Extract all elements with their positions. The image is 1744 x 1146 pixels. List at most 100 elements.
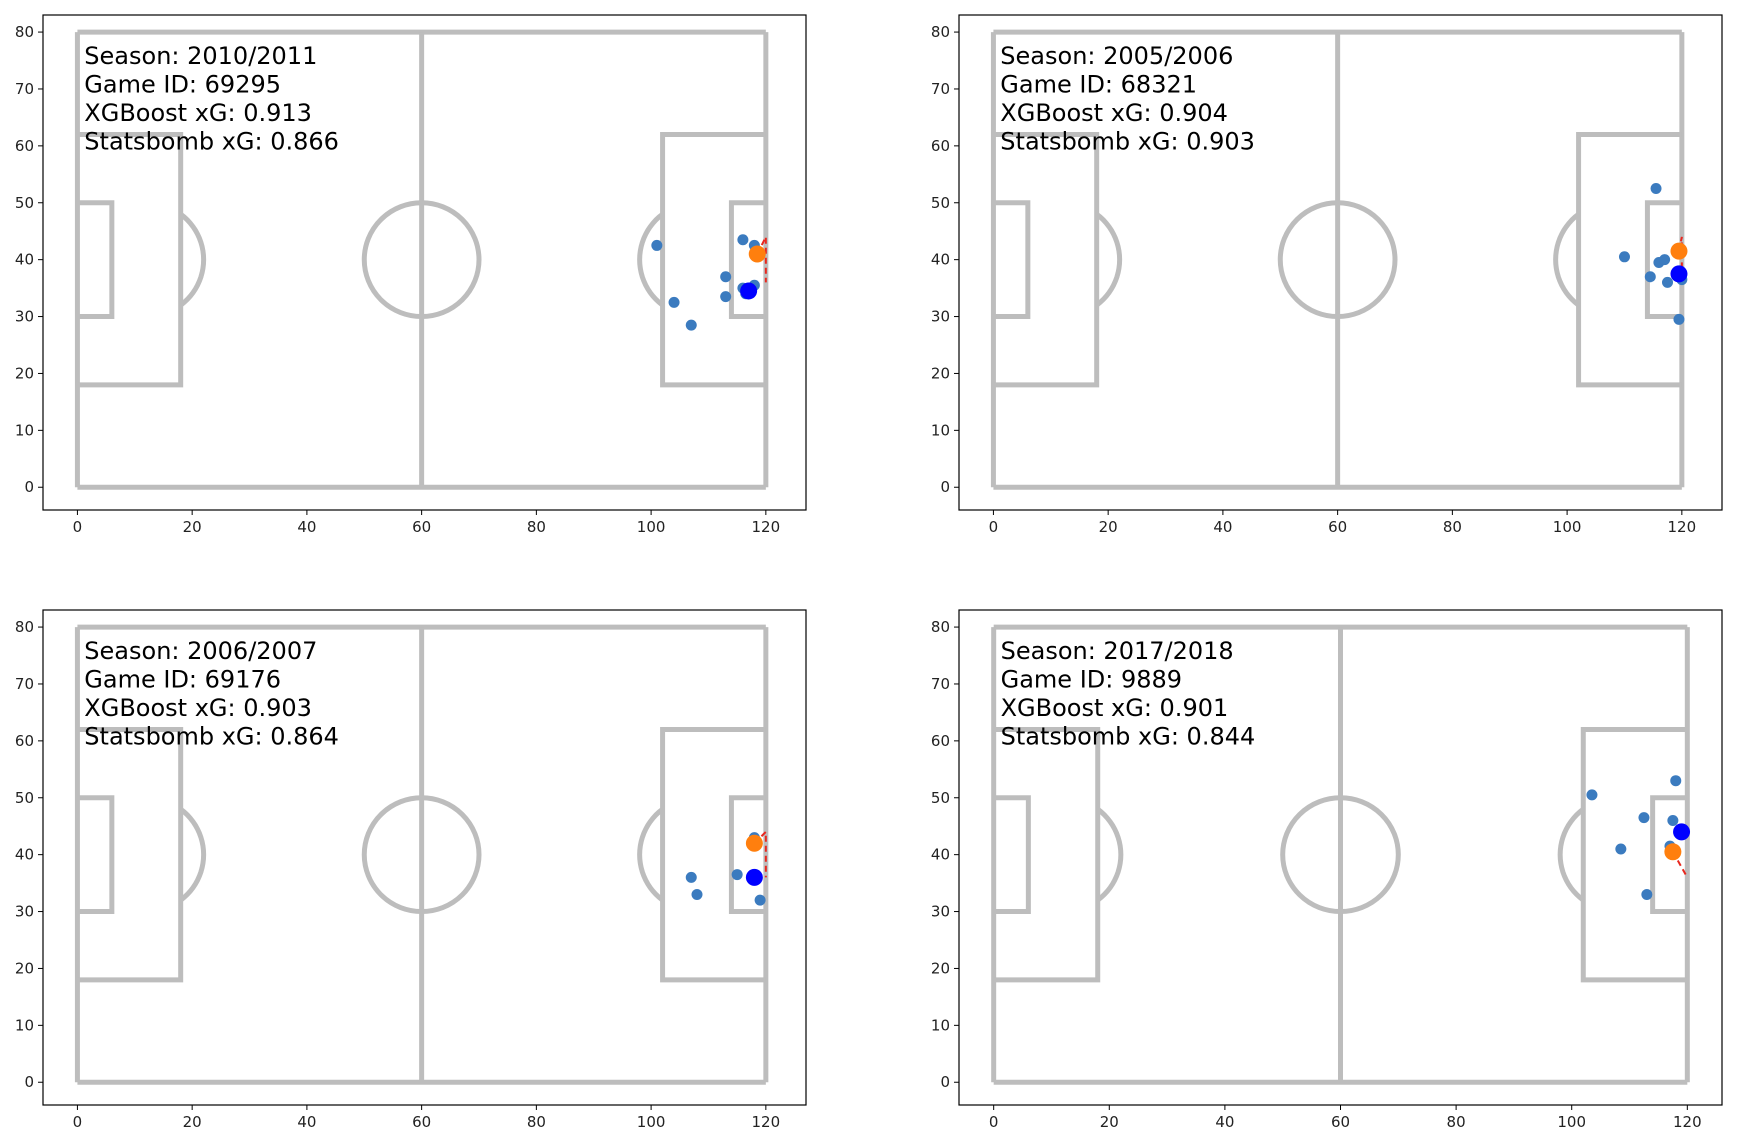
- penalty-arc-right: [1557, 807, 1585, 903]
- y-tick-label: 20: [931, 364, 950, 382]
- player-point: [731, 869, 743, 881]
- y-tick-label: 70: [15, 675, 34, 693]
- six-yard-box-right: [1644, 200, 1682, 320]
- penalty-box-right: [660, 726, 766, 983]
- info-line-1: Season: 2010/2011: [84, 42, 317, 70]
- penalty-box-left: [77, 131, 184, 388]
- y-tick-label: 50: [15, 194, 34, 212]
- six-yard-box-right: [728, 795, 766, 915]
- info-line-3: XGBoost xG: 0.901: [1001, 694, 1229, 722]
- penalty-arc-left: [1095, 212, 1123, 308]
- x-tick-label: 120: [752, 1113, 781, 1131]
- y-tick-label: 30: [15, 903, 34, 921]
- goalkeeper-point: [745, 868, 763, 886]
- panel-3: 0 20 40 60 80 100 120 0 10 20 30 40 50 60 70 80 Season: …: [15, 609, 807, 1131]
- player-point: [754, 894, 766, 906]
- x-tick-label: 100: [637, 1113, 666, 1131]
- y-tick-label: 10: [15, 1016, 34, 1034]
- six-yard-box-left: [993, 795, 1031, 915]
- shot-point: [1670, 242, 1688, 260]
- y-tick-label: 50: [931, 194, 950, 212]
- y-tick-label: 80: [15, 618, 34, 636]
- goalkeeper-point: [1670, 265, 1688, 283]
- penalty-arc-left: [179, 212, 207, 308]
- penalty-arc-right: [1553, 212, 1581, 308]
- y-tick-label: 0: [940, 478, 950, 496]
- pitch-markings: [74, 29, 769, 490]
- penalty-box-right: [1580, 726, 1688, 983]
- pitch-markings: [74, 624, 769, 1085]
- x-tick-label: 0: [73, 518, 83, 536]
- panel-1: 0 20 40 60 80 100 120 0 10 20 30 40 50 60 70 80 Season: …: [15, 14, 807, 536]
- x-tick-label: 60: [1328, 518, 1347, 536]
- x-tick-label: 20: [1099, 518, 1118, 536]
- y-tick-label: 40: [931, 251, 950, 269]
- info-line-2: Game ID: 68321: [1000, 71, 1197, 99]
- y-tick-label: 10: [15, 421, 34, 439]
- penalty-box-left: [993, 131, 1100, 388]
- penalty-arc-right: [637, 212, 665, 308]
- x-tick-label: 40: [297, 518, 316, 536]
- info-line-1: Season: 2017/2018: [1001, 637, 1234, 665]
- pitch-markings: [990, 29, 1685, 490]
- y-tick-label: 20: [15, 959, 34, 977]
- player-point: [1667, 815, 1679, 827]
- y-tick-label: 0: [24, 1073, 34, 1091]
- player-point: [1673, 313, 1685, 325]
- y-tick-label: 10: [931, 421, 950, 439]
- axes-frame: [42, 609, 807, 1106]
- shot-point: [1664, 843, 1682, 861]
- x-tick-label: 40: [1213, 518, 1232, 536]
- player-point: [1644, 271, 1656, 283]
- info-line-4: Statsbomb xG: 0.864: [84, 723, 339, 751]
- info-line-2: Game ID: 9889: [1001, 666, 1182, 694]
- info-line-1: Season: 2005/2006: [1000, 42, 1233, 70]
- penalty-arc-left: [179, 807, 207, 903]
- penalty-arc-left: [1096, 807, 1124, 903]
- y-tick-label: 60: [15, 732, 34, 750]
- player-point: [668, 296, 680, 308]
- y-tick-label: 30: [931, 903, 950, 921]
- x-tick-label: 60: [412, 1113, 431, 1131]
- centre-circle: [361, 200, 482, 320]
- y-tick-label: 70: [931, 80, 950, 98]
- panel-2: 0 20 40 60 80 100 120 0 10 20 30 40 50 60 70 80 Season: …: [931, 14, 1723, 536]
- goalkeeper-point: [1673, 823, 1691, 841]
- x-tick-label: 120: [1668, 518, 1697, 536]
- x-tick-label: 40: [1215, 1113, 1234, 1131]
- y-tick-label: 80: [931, 23, 950, 41]
- info-line-4: Statsbomb xG: 0.844: [1001, 723, 1256, 751]
- x-tick-label: 100: [1557, 1113, 1586, 1131]
- y-tick-label: 30: [931, 308, 950, 326]
- y-tick-label: 60: [931, 732, 950, 750]
- y-tick-label: 60: [931, 137, 950, 155]
- y-tick-label: 80: [931, 618, 950, 636]
- player-point: [1641, 888, 1653, 900]
- y-tick-label: 0: [940, 1073, 950, 1091]
- x-tick-label: 80: [1443, 518, 1462, 536]
- goalkeeper-point: [740, 282, 758, 300]
- x-tick-label: 100: [1553, 518, 1582, 536]
- info-line-3: XGBoost xG: 0.904: [1000, 99, 1228, 127]
- player-point: [651, 239, 663, 251]
- penalty-box-right: [660, 131, 766, 388]
- centre-circle: [1280, 795, 1401, 915]
- info-line-2: Game ID: 69176: [84, 666, 281, 694]
- player-point: [1670, 775, 1682, 787]
- six-yard-box-left: [77, 200, 115, 320]
- y-tick-label: 40: [931, 846, 950, 864]
- x-tick-label: 120: [752, 518, 781, 536]
- y-tick-label: 20: [931, 959, 950, 977]
- y-tick-label: 70: [931, 675, 950, 693]
- penalty-arc-right: [637, 807, 665, 903]
- y-tick-label: 10: [931, 1016, 950, 1034]
- y-tick-label: 60: [15, 137, 34, 155]
- info-line-3: XGBoost xG: 0.913: [84, 99, 312, 127]
- y-tick-label: 0: [24, 478, 34, 496]
- axes-frame: [42, 14, 807, 511]
- player-point: [720, 291, 732, 303]
- y-tick-label: 40: [15, 251, 34, 269]
- penalty-box-left: [77, 726, 184, 983]
- y-tick-label: 40: [15, 846, 34, 864]
